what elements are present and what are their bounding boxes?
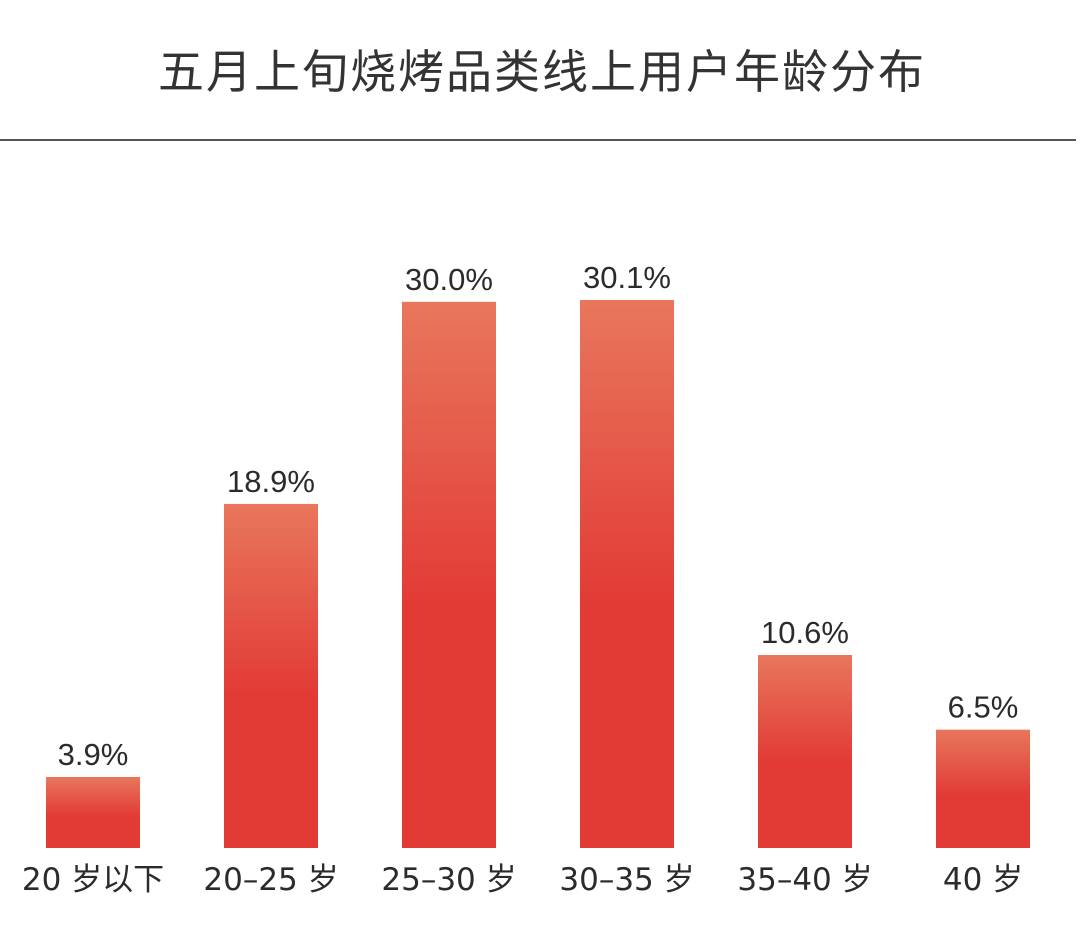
bars-group: [46, 300, 1030, 849]
bar-5: [936, 729, 1030, 848]
category-label-4: 35–40 岁: [737, 862, 872, 898]
category-label-3: 30–35 岁: [559, 862, 694, 898]
bar-4: [758, 655, 852, 848]
bar-3: [580, 300, 674, 848]
category-labels-group: 20 岁以下 20–25 岁 25–30 岁 30–35 岁 35–40 岁 40 岁: [22, 862, 1023, 898]
bar-0: [46, 776, 140, 848]
value-label-4: 10.6%: [761, 615, 849, 650]
value-label-3: 30.1%: [583, 260, 671, 295]
value-labels-group: 3.9% 18.9% 30.0% 30.1% 10.6% 6.5%: [58, 260, 1019, 772]
value-label-0: 3.9%: [58, 737, 129, 772]
bar-2: [402, 301, 496, 849]
value-label-1: 18.9%: [227, 464, 315, 499]
category-label-5: 40 岁: [943, 862, 1023, 898]
category-label-1: 20–25 岁: [203, 862, 338, 898]
title-divider: [0, 139, 1076, 141]
chart-title: 五月上旬烧烤品类线上用户年龄分布: [158, 45, 926, 99]
value-label-5: 6.5%: [948, 690, 1019, 725]
bar-1: [224, 503, 318, 848]
value-label-2: 30.0%: [405, 262, 493, 297]
category-label-0: 20 岁以下: [22, 862, 164, 898]
category-label-2: 25–30 岁: [381, 862, 516, 898]
